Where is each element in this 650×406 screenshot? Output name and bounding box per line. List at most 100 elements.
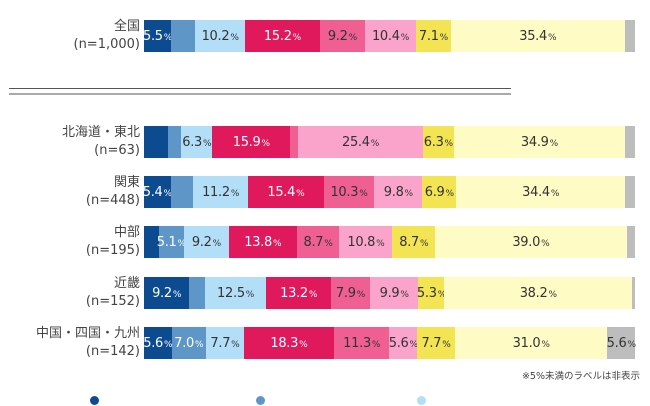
data-label: 5.4% [142, 184, 172, 200]
bar-segment: 13.2% [266, 277, 332, 309]
data-label: 13.8% [244, 234, 282, 250]
data-label: 25.4% [341, 134, 379, 150]
bar-segment [167, 126, 182, 158]
bar-segment: 35.4% [450, 20, 625, 52]
chart-note: ※5%未満のラベルは非表示 [521, 371, 640, 382]
bar-segment [144, 126, 168, 158]
bar-segment: 15.2% [245, 20, 320, 52]
bar-segment: 5.4% [142, 176, 172, 208]
bar-row: 5.1% 9.2% 13.8% 8.7% 10.8% 8.7% 39.0% [144, 226, 635, 258]
bar-segment: 15.4% [248, 176, 324, 208]
bar-segment: 6.3% [422, 126, 454, 158]
bar-segment: 9.9% [369, 277, 419, 309]
data-label: 18.3% [270, 335, 308, 351]
bar-segment [290, 126, 299, 158]
bar-segment: 11.3% [333, 327, 390, 359]
bar-segment [625, 176, 635, 208]
bar-segment: 25.4% [298, 126, 423, 158]
bar-segment: 5.6% [606, 327, 636, 359]
data-label: 10.3% [330, 184, 368, 200]
sample-size: (n=152) [85, 294, 140, 309]
bar-segment: 6.3% [181, 126, 213, 158]
data-label: 9.9% [379, 285, 409, 301]
data-label: 35.4% [519, 28, 557, 44]
sample-size: (n=142) [85, 344, 140, 359]
data-label: 39.0% [512, 234, 550, 250]
bar-segment: 6.9% [422, 176, 457, 208]
bar-segment [624, 20, 635, 52]
bar-row: 5.6% 7.0% 7.7% 18.3% 11.3% 5.6% 7.7% 31.0% 5.6% [143, 327, 636, 359]
divider-line [9, 88, 511, 89]
data-label: 13.2% [280, 285, 318, 301]
bar-segment: 38.2% [444, 277, 632, 309]
region-name: 全国 [113, 19, 140, 34]
legend [0, 396, 650, 406]
row-label: 全国 (n=1,000) [74, 18, 141, 54]
bar-segment: 9.2% [183, 226, 229, 258]
data-label: 10.4% [371, 28, 409, 44]
bar-segment [631, 277, 635, 309]
bar-row: 5.5% 10.2% 15.2% 9.2% 10.4% 7.1% 35.4% [142, 20, 635, 52]
sample-size: (n=448) [85, 193, 140, 208]
bar-segment: 10.3% [323, 176, 375, 208]
bar-segment: 31.0% [454, 327, 608, 359]
data-label: 9.2% [152, 285, 182, 301]
bar-segment: 13.8% [228, 226, 297, 258]
row-label: 北海道・東北 (n=63) [62, 124, 140, 160]
bar-segment: 10.2% [195, 20, 246, 52]
row-label: 近畿 (n=152) [86, 275, 140, 311]
bar-segment: 18.3% [243, 327, 334, 359]
bar-segment: 12.5% [204, 277, 267, 309]
bar-segment: 7.1% [415, 20, 451, 52]
bar-segment: 34.9% [453, 126, 626, 158]
data-label: 10.2% [201, 28, 239, 44]
bar-segment: 7.7% [205, 327, 244, 359]
data-label: 9.2% [191, 234, 221, 250]
row-label: 中部 (n=195) [86, 224, 140, 260]
data-label: 12.5% [217, 285, 255, 301]
data-label: 7.0% [174, 335, 204, 351]
bar-segment: 5.6% [389, 327, 418, 359]
data-label: 34.9% [520, 134, 558, 150]
bar-segment: 34.4% [456, 176, 626, 208]
sample-size: (n=1,000) [73, 37, 141, 52]
bar-segment [189, 277, 205, 309]
bar-segment: 5.5% [142, 20, 173, 52]
bar-row: 6.3% 15.9% 25.4% 6.3% 34.9% [144, 126, 635, 158]
bar-segment: 7.0% [171, 327, 206, 359]
row-label: 中国・四国・九州 (n=142) [36, 325, 140, 361]
data-label: 38.2% [519, 285, 557, 301]
region-name: 関東 [113, 175, 140, 190]
data-label: 7.7% [421, 335, 451, 351]
region-name: 中国・四国・九州 [35, 326, 140, 341]
data-label: 7.7% [210, 335, 240, 351]
data-label: 8.7% [303, 234, 333, 250]
data-label: 15.4% [267, 184, 305, 200]
data-label: 9.2% [327, 28, 357, 44]
sample-size: (n=195) [85, 243, 140, 258]
data-label: 34.4% [522, 184, 560, 200]
region-name: 北海道・東北 [61, 125, 140, 140]
data-label: 10.8% [347, 234, 385, 250]
data-label: 5.6% [606, 335, 636, 351]
region-name: 中部 [113, 225, 140, 240]
bar-segment: 5.3% [416, 277, 446, 309]
data-label: 5.3% [416, 285, 446, 301]
data-label: 15.2% [263, 28, 301, 44]
bar-segment [170, 176, 194, 208]
bar-segment: 5.1% [157, 226, 186, 258]
data-label: 7.9% [335, 285, 365, 301]
data-label: 6.3% [423, 134, 453, 150]
bar-segment [144, 226, 159, 258]
divider-line [9, 93, 511, 95]
bar-segment: 7.9% [331, 277, 370, 309]
bar-segment: 8.7% [296, 226, 340, 258]
bar-segment: 10.4% [364, 20, 416, 52]
bar-segment: 9.8% [374, 176, 423, 208]
data-label: 5.5% [142, 28, 173, 44]
bar-segment [626, 226, 635, 258]
bar-segment: 9.2% [319, 20, 365, 52]
bar-segment: 5.6% [143, 327, 173, 359]
data-label: 9.8% [383, 184, 413, 200]
